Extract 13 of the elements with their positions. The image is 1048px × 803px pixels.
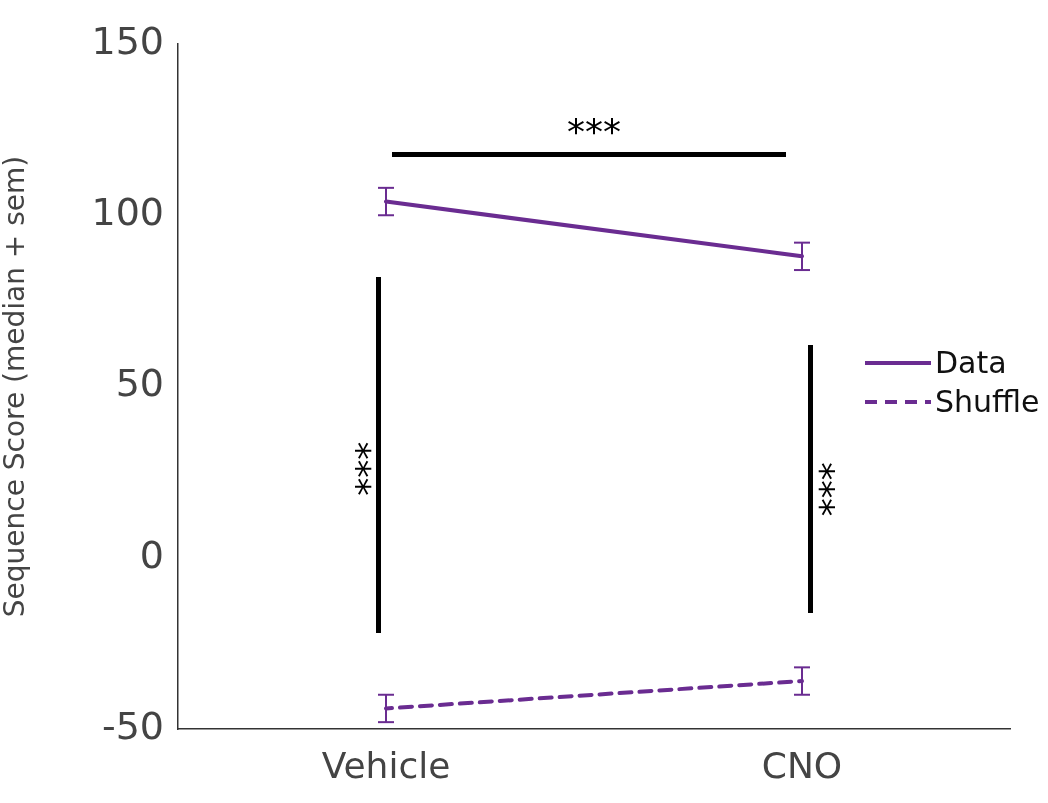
legend-label: Shuffle (935, 384, 1040, 419)
legend-label: Data (935, 345, 1007, 380)
annotation: *** (567, 110, 621, 152)
y-tick-label: 100 (91, 190, 164, 235)
y-tick-label: -50 (101, 703, 164, 748)
x-tick-label: Vehicle (321, 744, 451, 786)
y-tick-label: 150 (91, 18, 164, 63)
y-tick-label: 50 (115, 361, 164, 406)
annotation: *** (348, 441, 390, 496)
x-tick-label: CNO (761, 744, 843, 786)
y-axis-title: Sequence Score (median + sem) (0, 155, 32, 618)
y-tick-label: 0 (139, 532, 164, 577)
annotation: *** (800, 462, 842, 517)
